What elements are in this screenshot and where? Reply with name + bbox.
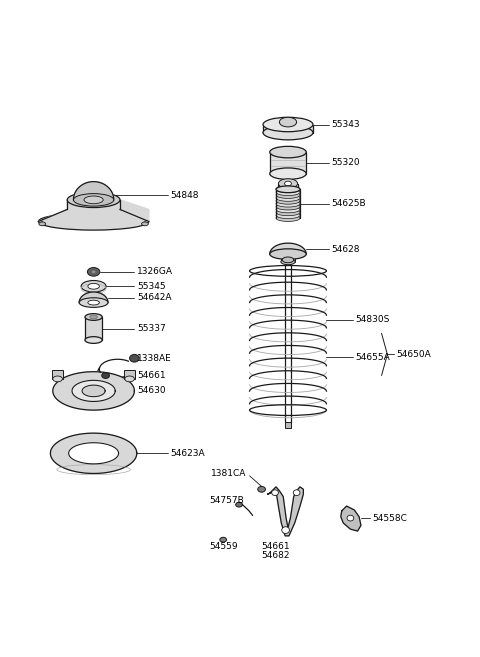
Ellipse shape xyxy=(282,527,289,533)
Ellipse shape xyxy=(91,270,96,274)
Polygon shape xyxy=(53,372,134,410)
Text: 54661: 54661 xyxy=(262,543,290,551)
Ellipse shape xyxy=(272,489,278,495)
Ellipse shape xyxy=(53,376,62,382)
Polygon shape xyxy=(341,506,361,531)
Text: 55320: 55320 xyxy=(331,158,360,168)
Polygon shape xyxy=(270,243,306,254)
Text: 54830S: 54830S xyxy=(355,315,390,324)
Ellipse shape xyxy=(276,203,300,210)
Ellipse shape xyxy=(88,300,99,305)
Text: 1326GA: 1326GA xyxy=(137,267,173,277)
Ellipse shape xyxy=(276,212,300,219)
Polygon shape xyxy=(38,200,149,221)
Ellipse shape xyxy=(85,313,102,321)
Ellipse shape xyxy=(279,118,297,127)
Text: 54559: 54559 xyxy=(209,543,238,551)
Text: 54558C: 54558C xyxy=(372,514,407,522)
Ellipse shape xyxy=(85,336,102,344)
Ellipse shape xyxy=(347,515,354,521)
Ellipse shape xyxy=(87,267,100,276)
Ellipse shape xyxy=(67,193,120,208)
Polygon shape xyxy=(50,433,137,474)
Text: 54655A: 54655A xyxy=(355,353,390,362)
Bar xyxy=(85,317,102,340)
Polygon shape xyxy=(268,487,303,536)
Text: 54630: 54630 xyxy=(137,386,166,396)
Ellipse shape xyxy=(276,194,300,201)
Ellipse shape xyxy=(236,502,242,507)
Ellipse shape xyxy=(276,186,300,193)
Polygon shape xyxy=(82,385,105,397)
Ellipse shape xyxy=(130,354,139,362)
Text: 54757B: 54757B xyxy=(209,496,243,505)
Ellipse shape xyxy=(81,281,106,292)
Ellipse shape xyxy=(276,186,300,193)
Ellipse shape xyxy=(281,259,295,265)
Ellipse shape xyxy=(276,206,300,213)
Ellipse shape xyxy=(270,168,306,179)
Bar xyxy=(52,371,63,379)
Ellipse shape xyxy=(39,222,46,226)
Ellipse shape xyxy=(278,179,298,189)
Text: 54623A: 54623A xyxy=(170,449,205,458)
Ellipse shape xyxy=(276,200,300,207)
Ellipse shape xyxy=(285,181,291,186)
Ellipse shape xyxy=(220,537,227,542)
Text: 54848: 54848 xyxy=(170,191,199,200)
Ellipse shape xyxy=(276,198,300,204)
Ellipse shape xyxy=(270,249,306,260)
Ellipse shape xyxy=(125,376,134,382)
Ellipse shape xyxy=(270,147,306,158)
Polygon shape xyxy=(73,181,114,200)
Text: 55345: 55345 xyxy=(137,282,166,291)
Polygon shape xyxy=(72,380,115,401)
Ellipse shape xyxy=(258,486,265,492)
Ellipse shape xyxy=(263,118,313,131)
Ellipse shape xyxy=(282,257,294,263)
Bar xyxy=(270,152,306,173)
Text: 54625B: 54625B xyxy=(331,199,366,208)
Polygon shape xyxy=(79,292,108,303)
Text: 1338AE: 1338AE xyxy=(137,353,171,363)
Ellipse shape xyxy=(73,194,114,206)
Text: 54628: 54628 xyxy=(331,245,360,254)
Ellipse shape xyxy=(84,196,103,204)
Polygon shape xyxy=(69,443,119,464)
Ellipse shape xyxy=(88,283,99,289)
Ellipse shape xyxy=(263,125,313,140)
Bar xyxy=(124,371,135,379)
Text: 55343: 55343 xyxy=(331,120,360,129)
Ellipse shape xyxy=(79,298,108,307)
Ellipse shape xyxy=(90,315,97,319)
Ellipse shape xyxy=(102,373,109,378)
Text: 54682: 54682 xyxy=(262,551,290,560)
Text: 54661: 54661 xyxy=(137,371,166,380)
Ellipse shape xyxy=(276,192,300,198)
Ellipse shape xyxy=(293,489,300,495)
Text: 1381CA: 1381CA xyxy=(211,470,247,478)
Text: 55337: 55337 xyxy=(137,324,166,333)
Bar xyxy=(285,422,291,428)
Ellipse shape xyxy=(276,189,300,196)
Ellipse shape xyxy=(276,215,300,221)
Ellipse shape xyxy=(276,209,300,215)
Text: 54642A: 54642A xyxy=(137,293,171,302)
Ellipse shape xyxy=(38,213,149,230)
Ellipse shape xyxy=(142,222,148,226)
Text: 54650A: 54650A xyxy=(396,350,431,359)
